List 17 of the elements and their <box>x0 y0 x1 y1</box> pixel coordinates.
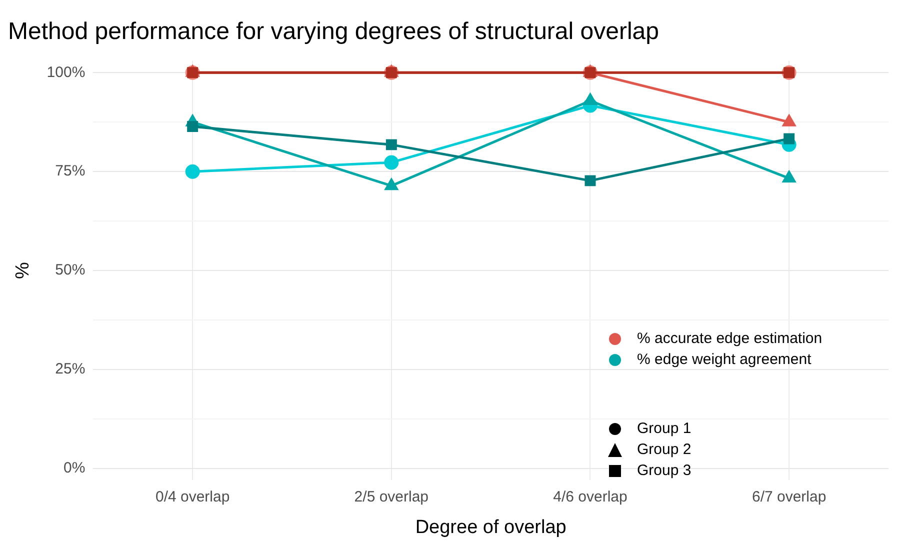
y-tick-label: 100% <box>46 64 86 81</box>
annotation: Group 1 <box>637 420 692 437</box>
y-tick-label: 50% <box>55 262 86 279</box>
x-tick-label: 4/6 overlap <box>553 488 628 506</box>
annotation: % accurate edge estimation <box>637 330 822 347</box>
y-tick-label: 25% <box>55 360 86 378</box>
chart-title: Method performance for varying degrees of structural overlap <box>8 18 659 46</box>
y-tick-label: 75% <box>55 162 86 180</box>
y-axis-title: % <box>12 262 34 279</box>
x-tick-label: 2/5 overlap <box>354 488 429 506</box>
y-tick-label: 0% <box>63 459 86 476</box>
x-tick-label: 6/7 overlap <box>752 488 826 506</box>
x-axis-title: Degree of overlap <box>415 516 566 538</box>
annotation: Group 2 <box>637 441 692 458</box>
annotation: Group 3 <box>637 462 692 479</box>
annotation: % edge weight agreement <box>637 351 812 368</box>
x-tick-label: 0/4 overlap <box>155 488 230 506</box>
